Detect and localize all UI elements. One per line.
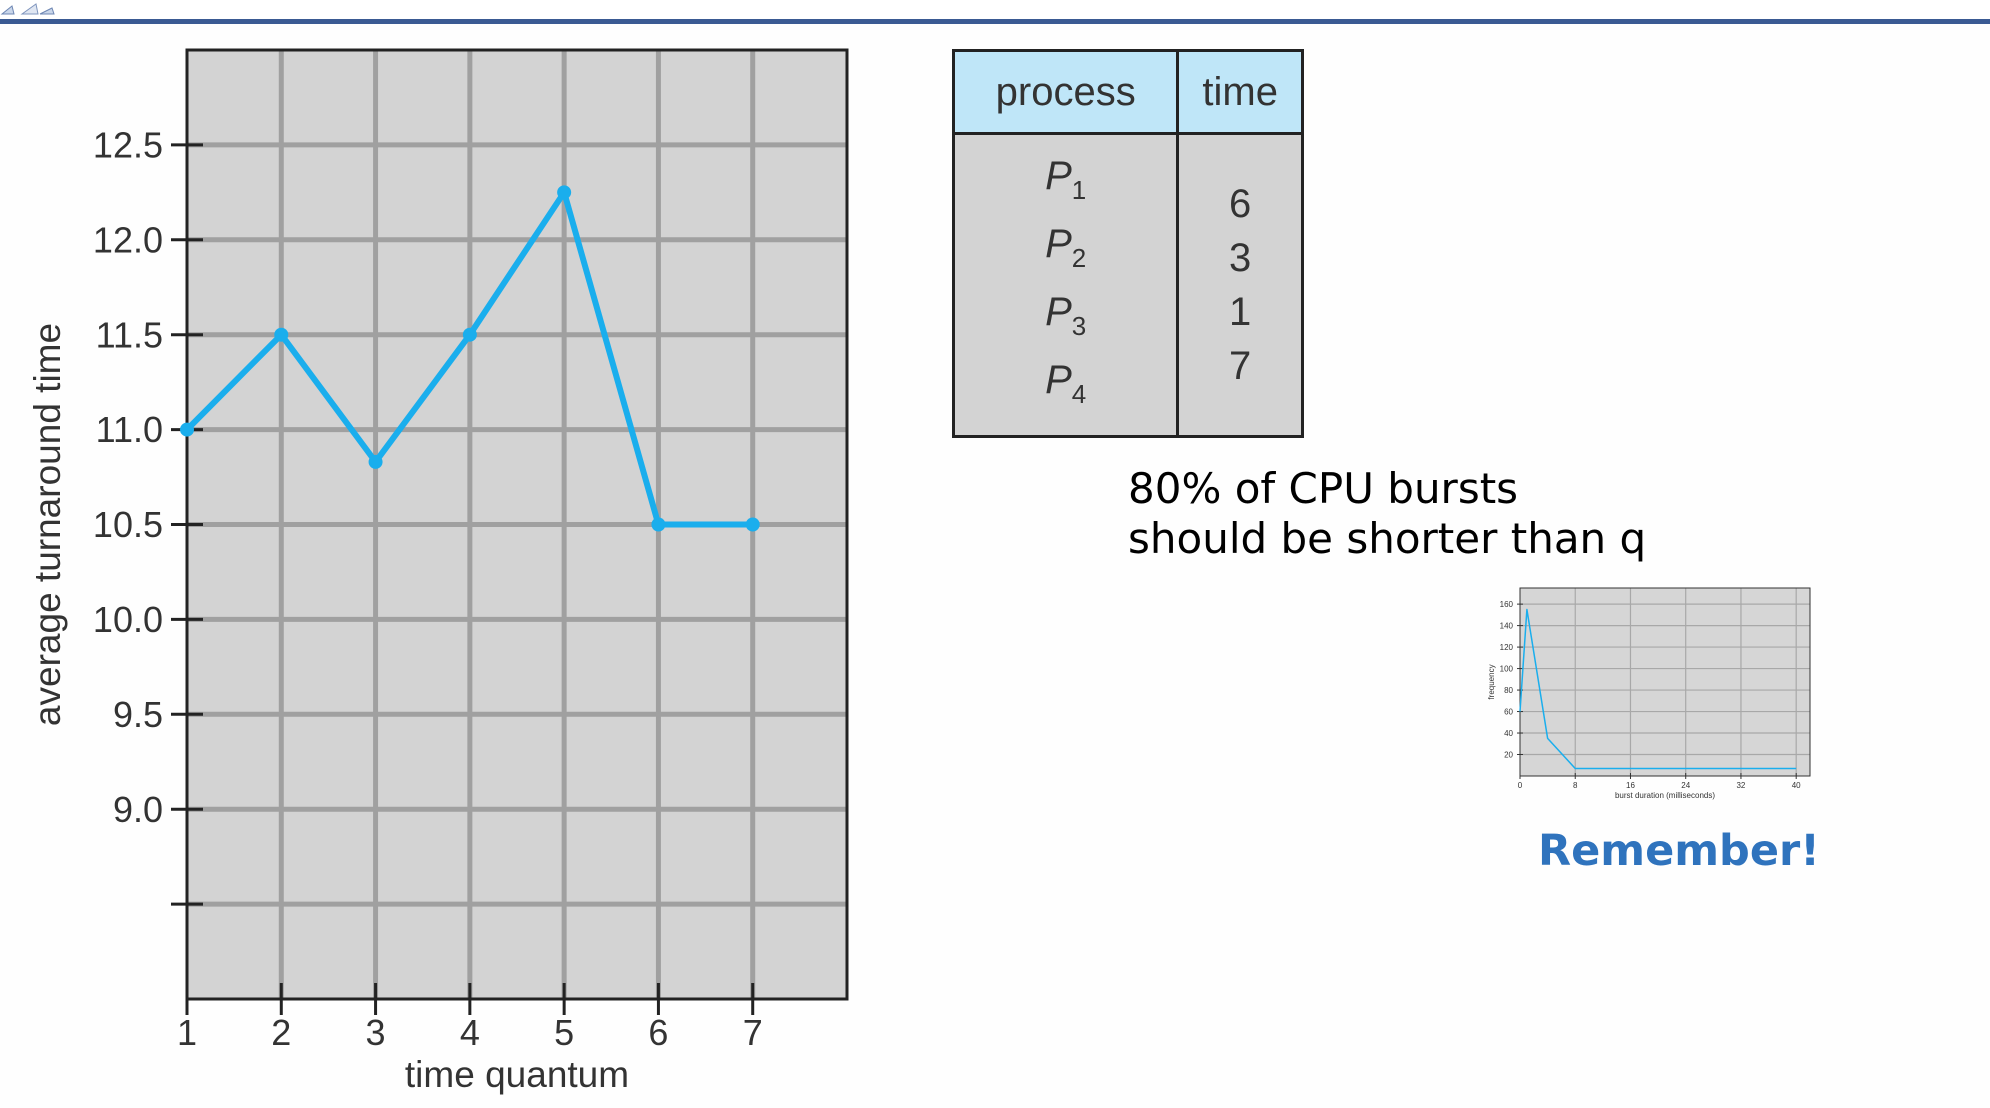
process-table: process time P1 P2 P3 P4 6 3 1 7	[951, 49, 1304, 438]
x-tick-label: 8	[1573, 781, 1578, 790]
y-axis-label: frequency	[1487, 664, 1496, 699]
y-tick-label: 9.5	[113, 694, 163, 735]
y-tick-label: 120	[1500, 643, 1514, 652]
y-tick-label: 140	[1500, 621, 1514, 630]
table-cell-process: P1	[1045, 154, 1087, 205]
x-axis-label: burst duration (milliseconds)	[1615, 791, 1715, 800]
header-rule	[0, 19, 1990, 24]
y-axis-label: average turnaround time	[27, 323, 68, 726]
x-tick-label: 24	[1681, 781, 1690, 790]
table-header-process: process	[951, 49, 1180, 135]
data-point	[274, 327, 289, 342]
table-cell-process: P4	[1045, 358, 1087, 409]
x-axis-label: time quantum	[405, 1054, 629, 1095]
data-point	[557, 185, 572, 200]
y-tick-label: 10.0	[93, 599, 163, 640]
note-line-1: 80% of CPU bursts	[1128, 464, 1519, 513]
y-tick-label: 12.5	[93, 125, 163, 166]
table-header-time: time	[1176, 49, 1304, 135]
x-tick-label: 40	[1792, 781, 1801, 790]
x-tick-label: 16	[1626, 781, 1635, 790]
x-tick-label: 7	[743, 1012, 763, 1053]
table-cell-time: 7	[1229, 344, 1252, 388]
x-tick-label: 1	[177, 1012, 197, 1053]
y-tick-label: 11.5	[96, 314, 163, 355]
y-tick-label: 60	[1504, 707, 1513, 716]
data-point	[745, 517, 760, 532]
note-line-2: should be shorter than q	[1128, 514, 1647, 563]
table-cell-time: 6	[1229, 182, 1252, 226]
series-line	[1519, 608, 1797, 770]
x-tick-label: 3	[366, 1012, 386, 1053]
process-column: P1 P2 P3 P4	[951, 133, 1180, 438]
x-tick-label: 5	[554, 1012, 574, 1053]
burst-histogram-chart: 160 140 120 100 80 60 40 20 0 8 16 24 32 40 burst dura…	[1487, 587, 1811, 800]
data-point	[368, 454, 383, 469]
data-point	[651, 517, 666, 532]
y-tick-label: 40	[1504, 729, 1513, 738]
x-tick-label: 4	[460, 1012, 480, 1053]
turnaround-chart: 12.5 12.0 11.5 11.0 10.5 10.0 9.5 9.0 1 2 3 4 5 6 7 tim…	[27, 48, 849, 1095]
x-tick-label: 0	[1518, 781, 1523, 790]
remember-label: Remember!	[1538, 826, 1820, 876]
plot-frame	[1519, 587, 1811, 777]
table-cell-process: P2	[1045, 222, 1087, 273]
data-point	[180, 422, 194, 437]
x-tick-label: 2	[271, 1012, 291, 1053]
logo-icon	[0, 3, 55, 15]
table-cell-process: P3	[1045, 290, 1087, 341]
x-tick-label: 32	[1736, 781, 1745, 790]
burst-note: 80% of CPU bursts should be shorter than…	[1128, 464, 1646, 564]
y-tick-label: 160	[1500, 600, 1514, 609]
y-tick-label: 12.0	[93, 219, 163, 260]
y-tick-label: 9.0	[113, 789, 163, 830]
y-tick-label: 10.5	[93, 504, 163, 545]
plot-area	[1520, 588, 1810, 776]
data-point	[462, 327, 477, 342]
y-tick-label: 100	[1500, 664, 1514, 673]
y-tick-label: 80	[1504, 686, 1513, 695]
x-tick-label: 6	[648, 1012, 668, 1053]
table-cell-time: 1	[1229, 290, 1252, 334]
y-tick-label: 20	[1504, 750, 1513, 759]
time-column: 6 3 1 7	[1176, 133, 1304, 438]
table-cell-time: 3	[1229, 236, 1252, 280]
y-tick-label: 11.0	[96, 409, 163, 450]
